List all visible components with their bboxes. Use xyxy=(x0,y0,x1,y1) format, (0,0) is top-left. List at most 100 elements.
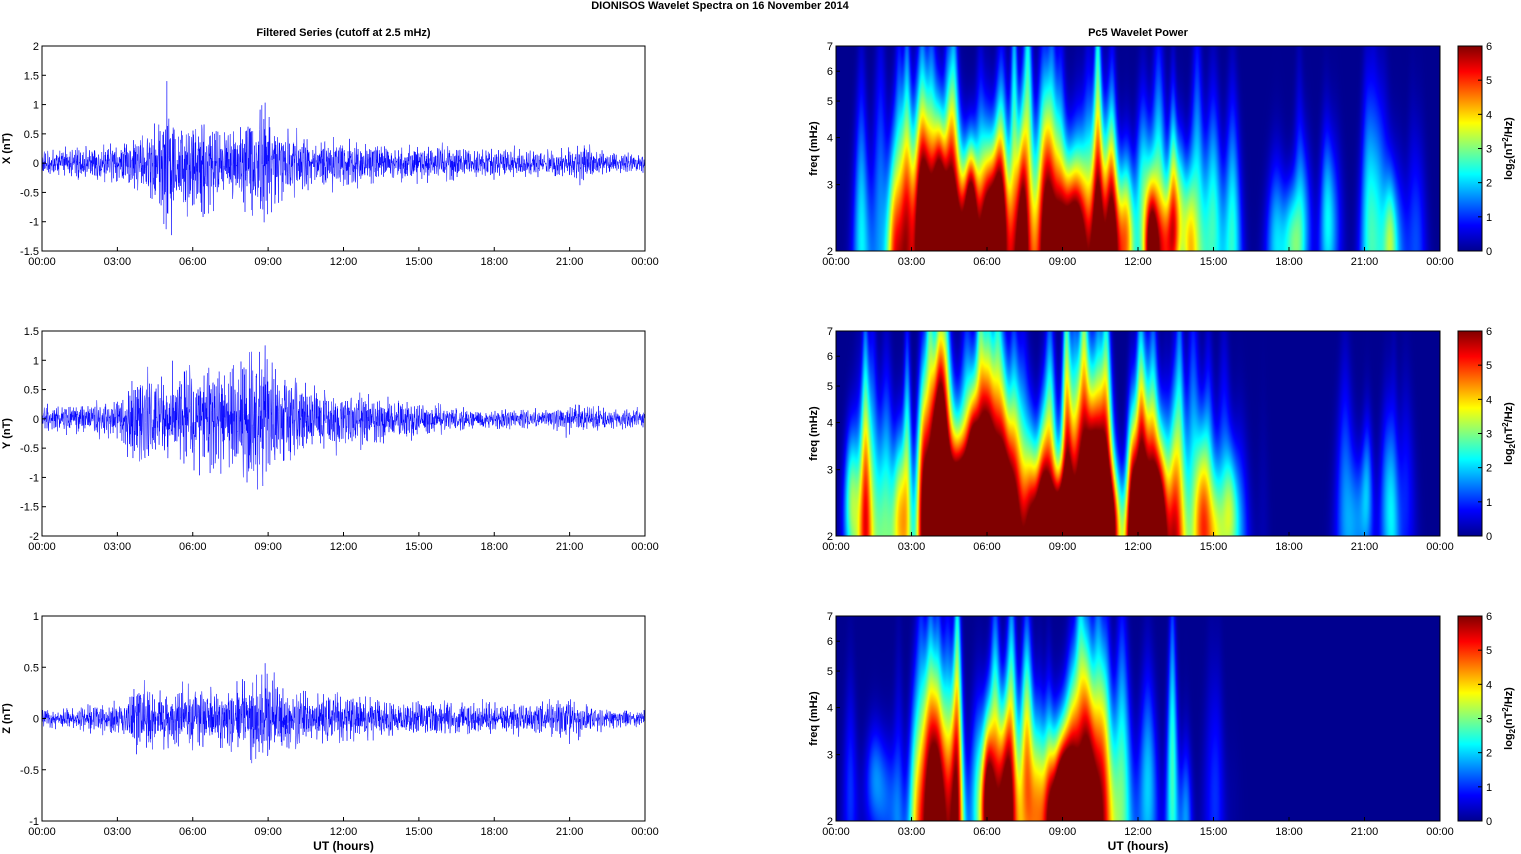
x-tick-label: 00:00 xyxy=(28,256,56,268)
x-tick-label: 12:00 xyxy=(330,256,358,268)
series-panel-0: -1.5 -1 -0.5 0 0.5 1 1.5 2 00:00 03:00 06:00 09:00 1… xyxy=(1,27,659,268)
x-tick-label: 00:00 xyxy=(1426,256,1454,268)
x-tick-label: 03:00 xyxy=(898,256,926,268)
x-tick-label: 06:00 xyxy=(179,256,207,268)
y-tick-label: 2 xyxy=(827,816,833,828)
wavelet-panel-3: 2 3 4 5 6 7 00:00 03:00 06:00 09:00 12:00 15:00 18:0… xyxy=(808,27,1517,268)
series-line xyxy=(41,81,646,236)
y-tick-label: 0 xyxy=(33,158,39,170)
colorbar-tick-label: 2 xyxy=(1486,463,1492,475)
y-tick-label: -1.5 xyxy=(20,502,39,514)
y-tick-label: 2 xyxy=(827,531,833,543)
y-tick-label: 3 xyxy=(827,180,833,192)
x-tick-label: 12:00 xyxy=(330,826,358,838)
x-tick-label: 12:00 xyxy=(1124,256,1152,268)
figure-title: DIONISOS Wavelet Spectra on 16 November … xyxy=(591,0,849,12)
y-tick-label: 4 xyxy=(827,418,833,430)
y-axis-label: freq (mHz) xyxy=(808,691,820,746)
y-tick-label: 4 xyxy=(827,703,833,715)
panels: -1.5 -1 -0.5 0 0.5 1 1.5 2 00:00 03:00 06:00 09:00 1… xyxy=(1,27,1517,853)
y-tick-label: 7 xyxy=(827,611,833,623)
x-tick-label: 06:00 xyxy=(973,256,1001,268)
y-tick-label: 0.5 xyxy=(24,385,39,397)
y-tick-label: 2 xyxy=(33,41,39,53)
y-tick-label: 5 xyxy=(827,381,833,393)
colorbar-tick-label: 1 xyxy=(1486,212,1492,224)
x-tick-label: 00:00 xyxy=(1426,826,1454,838)
y-tick-label: 6 xyxy=(827,636,833,648)
x-tick-label: 15:00 xyxy=(405,541,433,553)
colorbar-label-part: 2 xyxy=(1508,728,1517,733)
colorbar-tick-label: 3 xyxy=(1486,429,1492,441)
x-tick-label: 21:00 xyxy=(1351,256,1379,268)
colorbar-tick-label: 6 xyxy=(1486,611,1492,623)
x-tick-label: 18:00 xyxy=(1275,541,1303,553)
x-tick-label: 18:00 xyxy=(1275,826,1303,838)
y-tick-label: 1.5 xyxy=(24,326,39,338)
y-tick-label: -1 xyxy=(29,816,39,828)
y-axis-label: Z (nT) xyxy=(1,703,13,734)
y-tick-label: -0.5 xyxy=(20,187,39,199)
y-tick-label: 1.5 xyxy=(24,70,39,82)
x-tick-label: 21:00 xyxy=(1351,826,1379,838)
x-tick-label: 18:00 xyxy=(480,826,508,838)
x-tick-label: 00:00 xyxy=(1426,541,1454,553)
y-tick-label: -0.5 xyxy=(20,765,39,777)
colorbar-tick-label: 2 xyxy=(1486,748,1492,760)
colorbar-tick-label: 1 xyxy=(1486,782,1492,794)
colorbar-label-part: 2 xyxy=(1501,137,1510,142)
y-tick-label: 0.5 xyxy=(24,662,39,674)
y-tick-label: 5 xyxy=(827,666,833,678)
colorbar-tick-label: 3 xyxy=(1486,144,1492,156)
x-tick-label: 03:00 xyxy=(104,826,132,838)
y-tick-label: 6 xyxy=(827,66,833,78)
wavelet-power-image xyxy=(836,46,1440,251)
series-line xyxy=(41,345,646,490)
colorbar-tick-label: 1 xyxy=(1486,497,1492,509)
series-panel-2: -1 -0.5 0 0.5 1 00:00 03:00 06:00 09:00 12:00 15:0… xyxy=(1,611,659,853)
y-tick-label: 1 xyxy=(33,611,39,623)
x-axis-label: UT (hours) xyxy=(313,839,374,853)
colorbar-label-part: 2 xyxy=(1501,422,1510,427)
y-axis-label: freq (mHz) xyxy=(808,406,820,461)
x-tick-label: 03:00 xyxy=(898,541,926,553)
wavelet-power-image xyxy=(836,331,1440,536)
x-tick-label: 06:00 xyxy=(179,826,207,838)
y-tick-label: 2 xyxy=(827,246,833,258)
y-tick-label: 0 xyxy=(33,714,39,726)
x-tick-label: 03:00 xyxy=(104,256,132,268)
y-tick-label: 1 xyxy=(33,100,39,112)
colorbar-label: log2(nT2/Hz) xyxy=(1501,402,1517,465)
x-tick-label: 09:00 xyxy=(1049,541,1077,553)
colorbar-tick-label: 6 xyxy=(1486,41,1492,53)
x-tick-label: 21:00 xyxy=(556,256,584,268)
colorbar-tick-label: 6 xyxy=(1486,326,1492,338)
y-tick-label: 7 xyxy=(827,41,833,53)
colorbar-tick-label: 3 xyxy=(1486,714,1492,726)
colorbar-label-part: log xyxy=(1503,448,1515,465)
colorbar-label-part: (nT xyxy=(1503,712,1515,729)
y-tick-label: 0.5 xyxy=(24,129,39,141)
y-tick-label: 3 xyxy=(827,750,833,762)
y-tick-label: -1 xyxy=(29,472,39,484)
x-tick-label: 12:00 xyxy=(1124,541,1152,553)
colorbar-tick-label: 0 xyxy=(1486,246,1492,258)
x-tick-label: 09:00 xyxy=(1049,256,1077,268)
y-tick-label: 5 xyxy=(827,96,833,108)
x-tick-label: 09:00 xyxy=(254,256,282,268)
x-tick-label: 06:00 xyxy=(973,541,1001,553)
y-tick-label: -0.5 xyxy=(20,443,39,455)
colorbar-label-part: /Hz) xyxy=(1503,687,1515,708)
x-tick-label: 21:00 xyxy=(556,541,584,553)
x-tick-label: 15:00 xyxy=(405,826,433,838)
y-tick-label: 6 xyxy=(827,351,833,363)
x-tick-label: 00:00 xyxy=(631,826,659,838)
colorbar-label: log2(nT2/Hz) xyxy=(1501,117,1517,180)
x-axis-label: UT (hours) xyxy=(1108,839,1169,853)
wavelet-panel-4: 2 3 4 5 6 7 00:00 03:00 06:00 09:00 12:00 15:00 18:0… xyxy=(808,326,1517,553)
y-tick-label: 1 xyxy=(33,355,39,367)
